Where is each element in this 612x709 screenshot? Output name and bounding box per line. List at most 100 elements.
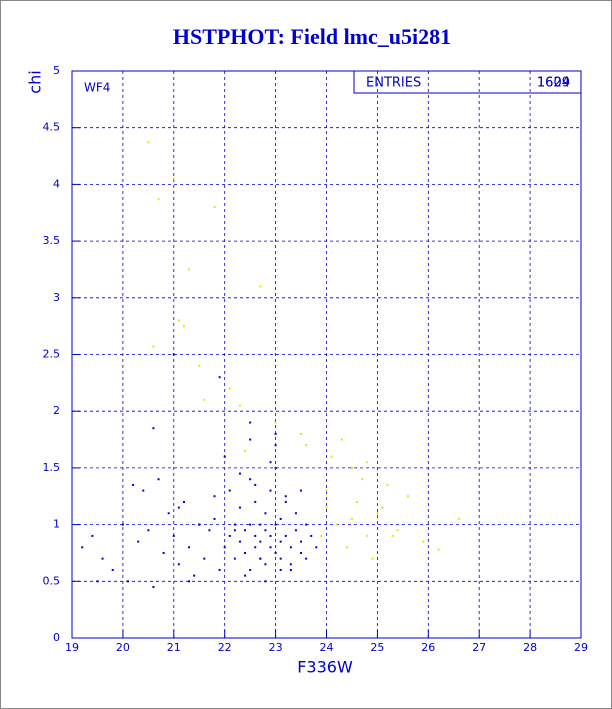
- point: [172, 177, 175, 180]
- x-axis-label: F336W: [297, 658, 353, 677]
- point: [244, 449, 247, 452]
- y-tick-label: 0: [53, 631, 60, 644]
- x-tick-label: 22: [218, 641, 232, 654]
- y-tick-label: 1.5: [43, 461, 61, 474]
- point: [188, 580, 191, 583]
- point: [177, 506, 180, 509]
- y-axis-label: chi: [26, 70, 45, 93]
- point: [233, 529, 236, 532]
- point: [381, 506, 384, 509]
- point: [157, 478, 160, 481]
- point: [157, 198, 160, 201]
- point: [406, 495, 409, 498]
- point: [244, 574, 247, 577]
- point: [249, 438, 252, 441]
- point: [244, 551, 247, 554]
- point: [289, 563, 292, 566]
- point: [188, 546, 191, 549]
- point: [366, 461, 369, 464]
- point: [350, 517, 353, 520]
- point: [284, 495, 287, 498]
- point: [350, 466, 353, 469]
- point: [238, 472, 241, 475]
- point: [300, 432, 303, 435]
- point: [137, 540, 140, 543]
- point: [91, 534, 94, 537]
- y-tick-label: 3.5: [43, 234, 61, 247]
- x-tick-label: 26: [421, 641, 435, 654]
- y-tick-label: 4.5: [43, 121, 61, 134]
- point: [284, 534, 287, 537]
- point: [340, 438, 343, 441]
- point: [167, 512, 170, 515]
- point: [274, 421, 277, 424]
- point: [254, 534, 257, 537]
- point: [335, 523, 338, 526]
- point: [244, 529, 247, 532]
- point: [294, 512, 297, 515]
- point: [142, 489, 145, 492]
- point: [254, 483, 257, 486]
- point: [422, 540, 425, 543]
- point: [203, 398, 206, 401]
- point: [254, 500, 257, 503]
- point: [305, 444, 308, 447]
- point: [254, 546, 257, 549]
- point: [274, 444, 277, 447]
- x-tick-label: 29: [574, 641, 588, 654]
- point: [300, 489, 303, 492]
- point: [376, 512, 379, 515]
- point: [264, 529, 267, 532]
- point: [228, 534, 231, 537]
- point: [289, 568, 292, 571]
- point: [213, 517, 216, 520]
- point: [249, 478, 252, 481]
- point: [182, 500, 185, 503]
- point: [177, 563, 180, 566]
- point: [228, 489, 231, 492]
- chart-title: HSTPHOT: Field lmc_u5i281: [173, 24, 451, 49]
- y-tick-label: 0.5: [43, 574, 61, 587]
- point: [238, 404, 241, 407]
- point: [315, 546, 318, 549]
- point: [233, 523, 236, 526]
- point: [264, 563, 267, 566]
- point: [269, 546, 272, 549]
- x-tick-label: 21: [167, 641, 181, 654]
- point: [274, 466, 277, 469]
- stats-label: ENTRIES: [366, 76, 421, 91]
- point: [259, 540, 262, 543]
- point: [274, 551, 277, 554]
- point: [203, 557, 206, 560]
- point: [305, 523, 308, 526]
- stats-value: 1624: [537, 76, 570, 91]
- point: [310, 534, 313, 537]
- point: [172, 353, 175, 356]
- point: [274, 432, 277, 435]
- point: [371, 557, 374, 560]
- point: [264, 580, 267, 583]
- point: [325, 489, 328, 492]
- x-tick-label: 28: [523, 641, 537, 654]
- y-tick-label: 1: [53, 518, 60, 531]
- point: [279, 568, 282, 571]
- point: [172, 534, 175, 537]
- point: [269, 489, 272, 492]
- y-tick-label: 2: [53, 404, 60, 417]
- point: [152, 427, 155, 430]
- point: [366, 534, 369, 537]
- point: [259, 557, 262, 560]
- point: [249, 421, 252, 424]
- point: [238, 540, 241, 543]
- point: [96, 580, 99, 583]
- point: [437, 548, 440, 551]
- point: [147, 141, 150, 144]
- point: [320, 534, 323, 537]
- x-tick-label: 25: [370, 641, 384, 654]
- point: [279, 540, 282, 543]
- point: [259, 523, 262, 526]
- point: [249, 568, 252, 571]
- point: [208, 529, 211, 532]
- x-tick-label: 23: [269, 641, 283, 654]
- point: [198, 364, 201, 367]
